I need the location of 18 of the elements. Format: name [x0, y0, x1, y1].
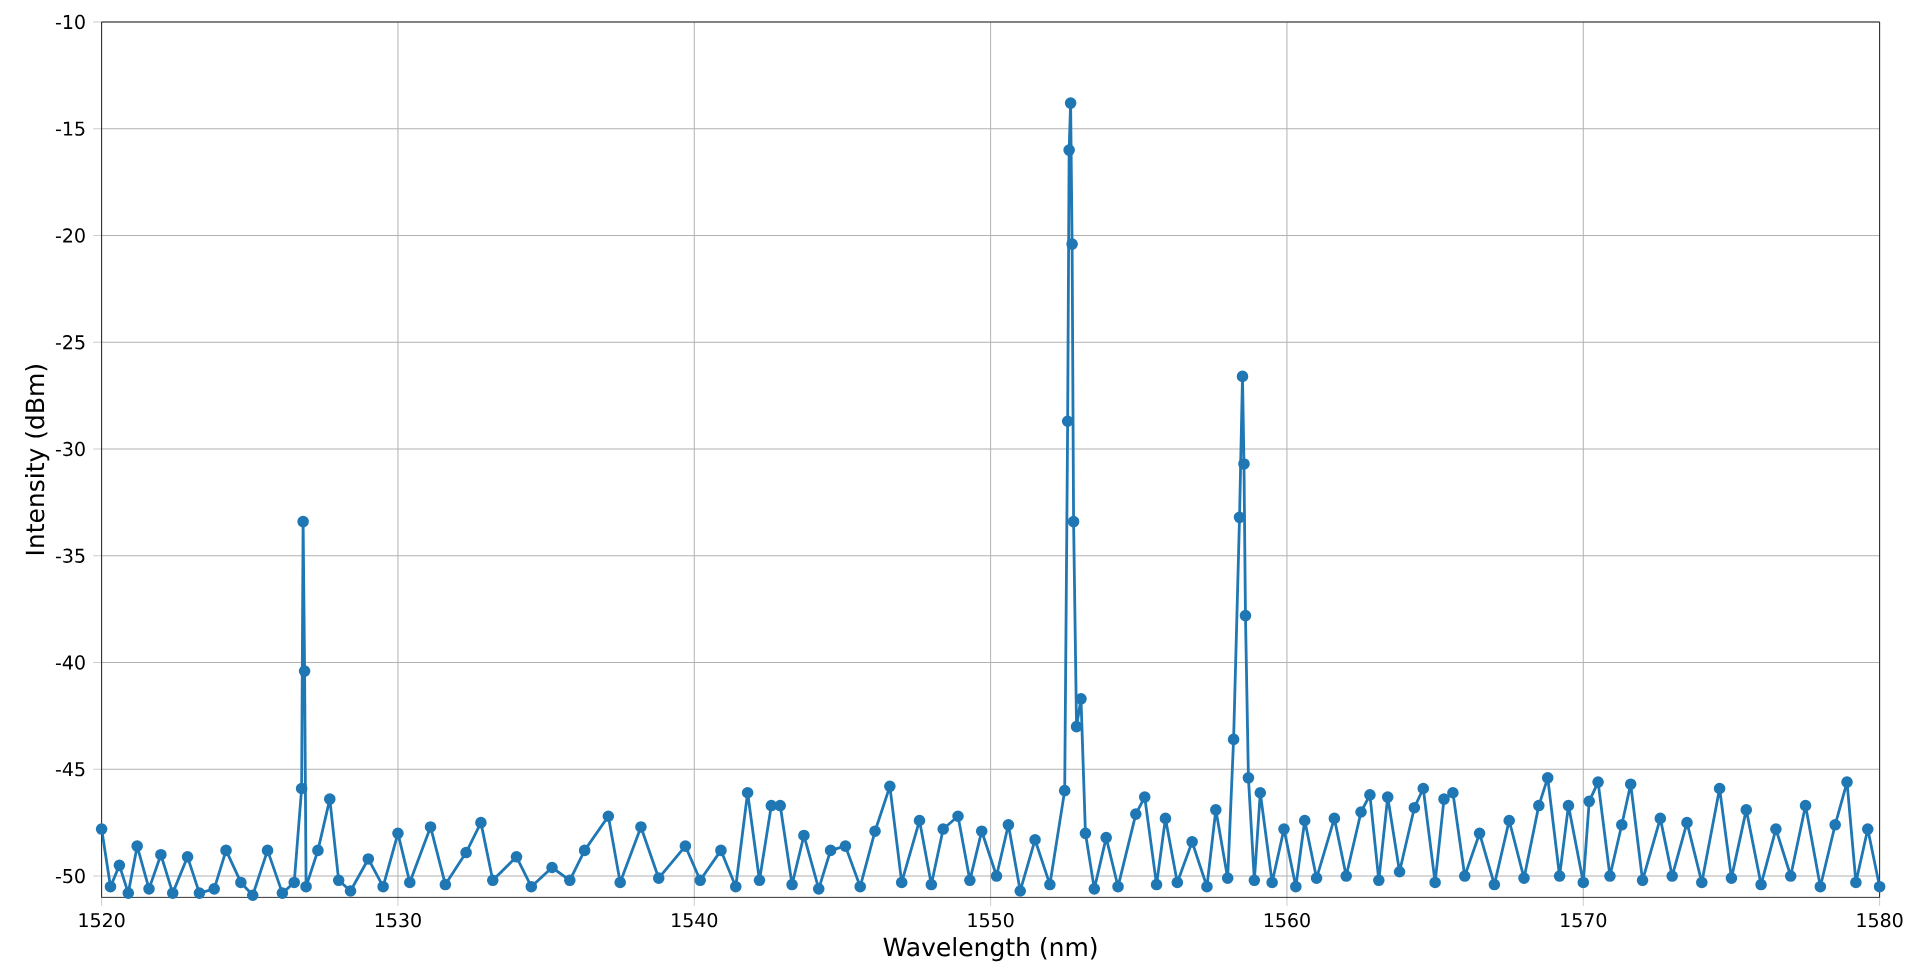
y-axis-title: Intensity (dBm) [25, 365, 50, 555]
y-tick-label: -45 [55, 762, 85, 777]
y-tick-label: -25 [55, 335, 85, 350]
x-tick-label: 1570 [1561, 912, 1607, 928]
x-tick-label: 1560 [1264, 912, 1310, 928]
y-tick-label: -30 [55, 441, 85, 457]
x-tick-label: 1540 [672, 912, 718, 928]
x-tick-label: 1520 [79, 912, 125, 928]
x-axis-title: Wavelength (nm) [883, 937, 1097, 962]
x-tick-label: 1530 [375, 912, 421, 928]
y-tick-label: -50 [55, 868, 85, 884]
y-tick-label: -15 [55, 121, 85, 136]
x-tick-label: 1580 [1857, 912, 1903, 928]
y-tick-label: -40 [55, 655, 85, 670]
y-tick-label: -10 [55, 14, 85, 30]
y-tick-label: -20 [55, 228, 85, 243]
x-tick-label: 1550 [968, 912, 1014, 928]
y-tick-label: -35 [55, 548, 85, 563]
